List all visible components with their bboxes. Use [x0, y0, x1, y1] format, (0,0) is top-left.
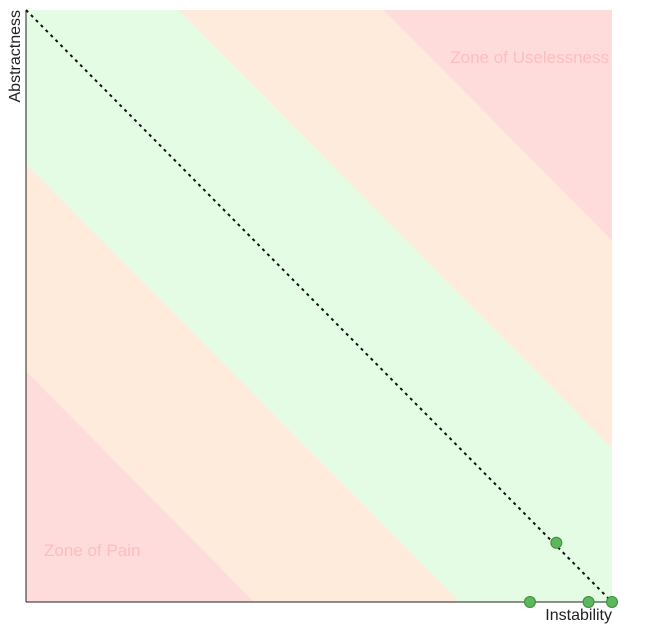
- x-axis-label: Instability: [545, 607, 612, 624]
- data-point-2[interactable]: [523, 596, 536, 608]
- data-point-4[interactable]: [606, 596, 618, 608]
- data-point-1[interactable]: [550, 536, 563, 549]
- data-point-3[interactable]: [582, 596, 595, 608]
- zone-of-uselessness-label: Zone of Uselessness: [450, 48, 609, 67]
- main-sequence-line: [25, 9, 613, 603]
- data-points: [523, 536, 618, 608]
- y-axis-label: Abstractness: [7, 10, 24, 102]
- upper-middle-band: [178, 10, 612, 449]
- zone-of-pain-area: [26, 371, 255, 602]
- lower-middle-band: [26, 163, 460, 602]
- zone-of-pain-label: Zone of Pain: [44, 541, 140, 560]
- zone-of-uselessness-area: [383, 10, 612, 241]
